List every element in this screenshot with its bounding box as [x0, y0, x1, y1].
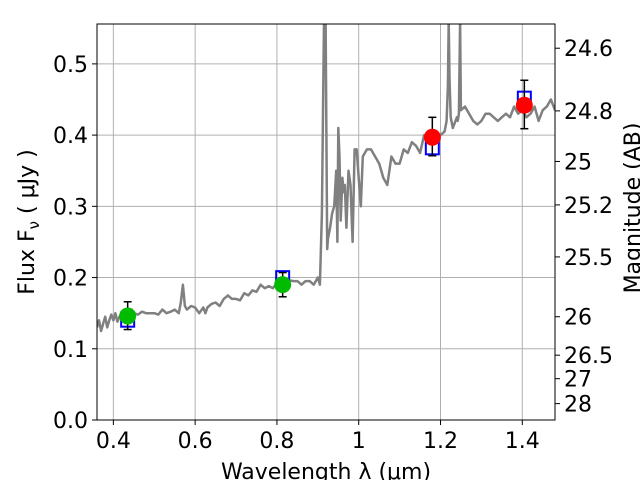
y-tick-label: 0.3	[53, 195, 88, 220]
plot-frame	[96, 23, 556, 421]
x-axis-ticks: 0.4 0.6 0.8 1 1.2 1.4	[96, 420, 540, 454]
y2-axis-label: Magnitude (AB)	[621, 123, 640, 294]
y2-tick-label: 24.8	[564, 100, 613, 125]
observed-flux-point	[515, 96, 533, 114]
x-tick-label: 1	[352, 429, 366, 454]
y-tick-label: 0.4	[53, 124, 88, 149]
observed-flux-point	[423, 128, 441, 146]
y2-tick-label: 25.2	[564, 194, 613, 219]
y2-tick-label: 25.5	[564, 246, 613, 271]
y-axis-ticks: 0.0 0.1 0.2 0.3 0.4 0.5	[53, 53, 97, 434]
y-tick-label: 0.2	[53, 267, 88, 292]
y2-tick-label: 28	[564, 393, 592, 418]
y2-tick-label: 25	[564, 150, 592, 175]
x-tick-label: 1.4	[505, 429, 540, 454]
observed-flux-point	[119, 307, 137, 325]
x-tick-label: 0.8	[259, 429, 294, 454]
y2-tick-label: 26.5	[564, 344, 613, 369]
y2-tick-label: 27	[564, 368, 592, 393]
y2-tick-label: 24.6	[564, 37, 613, 62]
y-tick-label: 0.5	[53, 53, 88, 78]
y2-tick-label: 26	[564, 306, 592, 331]
x-axis-label: Wavelength λ (μm)	[221, 460, 431, 480]
x-tick-label: 0.6	[178, 429, 213, 454]
sed-line	[97, 24, 555, 333]
y-tick-label: 0.1	[53, 338, 88, 363]
y-axis-label: Flux Fν ( μJy )	[15, 149, 43, 294]
plot-area	[97, 24, 555, 333]
x-tick-label: 1.2	[423, 429, 458, 454]
observed-flux-point	[274, 276, 292, 294]
y-tick-label: 0.0	[53, 409, 88, 434]
x-tick-label: 0.4	[96, 429, 131, 454]
